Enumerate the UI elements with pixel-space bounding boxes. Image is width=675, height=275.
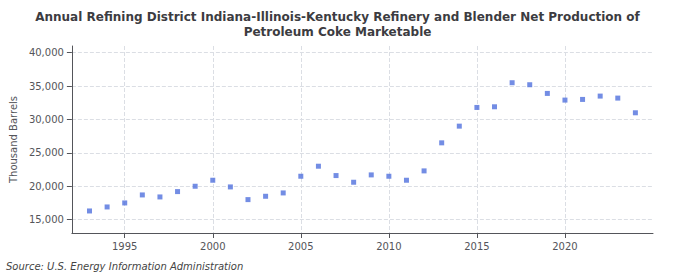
- svg-text:15,000: 15,000: [29, 214, 64, 225]
- svg-text:2000: 2000: [200, 241, 225, 252]
- svg-text:35,000: 35,000: [29, 81, 64, 92]
- svg-text:2015: 2015: [464, 241, 489, 252]
- svg-text:Thousand Barrels: Thousand Barrels: [8, 96, 19, 184]
- svg-text:25,000: 25,000: [29, 147, 64, 158]
- svg-text:40,000: 40,000: [29, 47, 64, 58]
- svg-text:2010: 2010: [376, 241, 401, 252]
- svg-text:Annual Refining District India: Annual Refining District Indiana-Illinoi…: [35, 10, 640, 24]
- svg-text:Petroleum Coke Marketable: Petroleum Coke Marketable: [244, 25, 432, 39]
- svg-text:30,000: 30,000: [29, 114, 64, 125]
- svg-text:1995: 1995: [112, 241, 137, 252]
- svg-text:20,000: 20,000: [29, 181, 64, 192]
- svg-text:Source: U.S. Energy Informatio: Source: U.S. Energy Information Administ…: [6, 261, 243, 272]
- svg-text:2005: 2005: [288, 241, 313, 252]
- svg-text:2020: 2020: [552, 241, 577, 252]
